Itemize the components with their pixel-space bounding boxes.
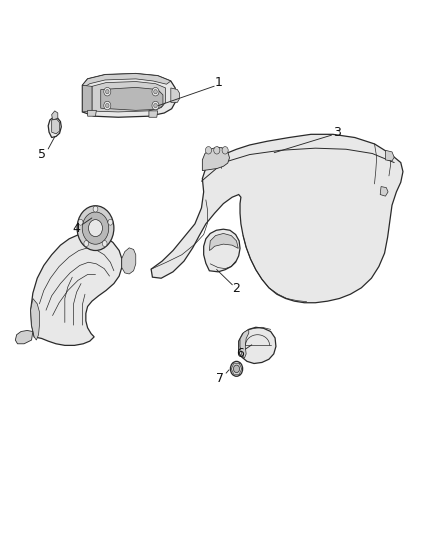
Polygon shape: [240, 329, 249, 358]
Polygon shape: [52, 119, 60, 134]
Text: 7: 7: [216, 372, 224, 385]
Polygon shape: [122, 248, 136, 274]
Polygon shape: [149, 111, 158, 117]
Circle shape: [108, 219, 113, 225]
Polygon shape: [239, 327, 276, 364]
Circle shape: [106, 90, 109, 94]
Text: 1: 1: [215, 76, 223, 89]
Polygon shape: [48, 117, 61, 138]
Circle shape: [77, 206, 114, 251]
Text: 3: 3: [333, 126, 341, 139]
Polygon shape: [101, 87, 163, 110]
Circle shape: [154, 90, 157, 94]
Polygon shape: [171, 88, 180, 102]
Polygon shape: [82, 85, 92, 112]
Circle shape: [214, 147, 220, 154]
Polygon shape: [15, 330, 33, 344]
Circle shape: [93, 206, 98, 212]
Polygon shape: [52, 111, 58, 120]
Polygon shape: [31, 298, 39, 340]
Polygon shape: [82, 74, 171, 86]
Polygon shape: [31, 232, 122, 345]
Polygon shape: [82, 74, 175, 117]
Polygon shape: [385, 150, 394, 161]
Polygon shape: [204, 229, 240, 272]
Polygon shape: [88, 110, 96, 116]
Text: 4: 4: [73, 222, 81, 235]
Circle shape: [106, 103, 109, 108]
Circle shape: [104, 87, 111, 96]
Polygon shape: [151, 134, 403, 303]
Circle shape: [233, 365, 240, 373]
Text: 6: 6: [236, 347, 244, 360]
Circle shape: [88, 220, 102, 237]
Circle shape: [82, 212, 109, 244]
Circle shape: [230, 361, 243, 376]
Polygon shape: [202, 147, 230, 171]
Circle shape: [222, 147, 228, 154]
Polygon shape: [209, 233, 238, 251]
Circle shape: [152, 101, 159, 110]
Circle shape: [154, 103, 157, 108]
Circle shape: [104, 101, 111, 110]
Polygon shape: [92, 82, 166, 112]
Circle shape: [152, 87, 159, 96]
Circle shape: [205, 147, 212, 154]
Polygon shape: [380, 187, 388, 196]
Circle shape: [78, 219, 83, 225]
Circle shape: [84, 240, 89, 246]
Text: 2: 2: [233, 282, 240, 295]
Text: 5: 5: [39, 148, 46, 161]
Circle shape: [102, 240, 107, 246]
